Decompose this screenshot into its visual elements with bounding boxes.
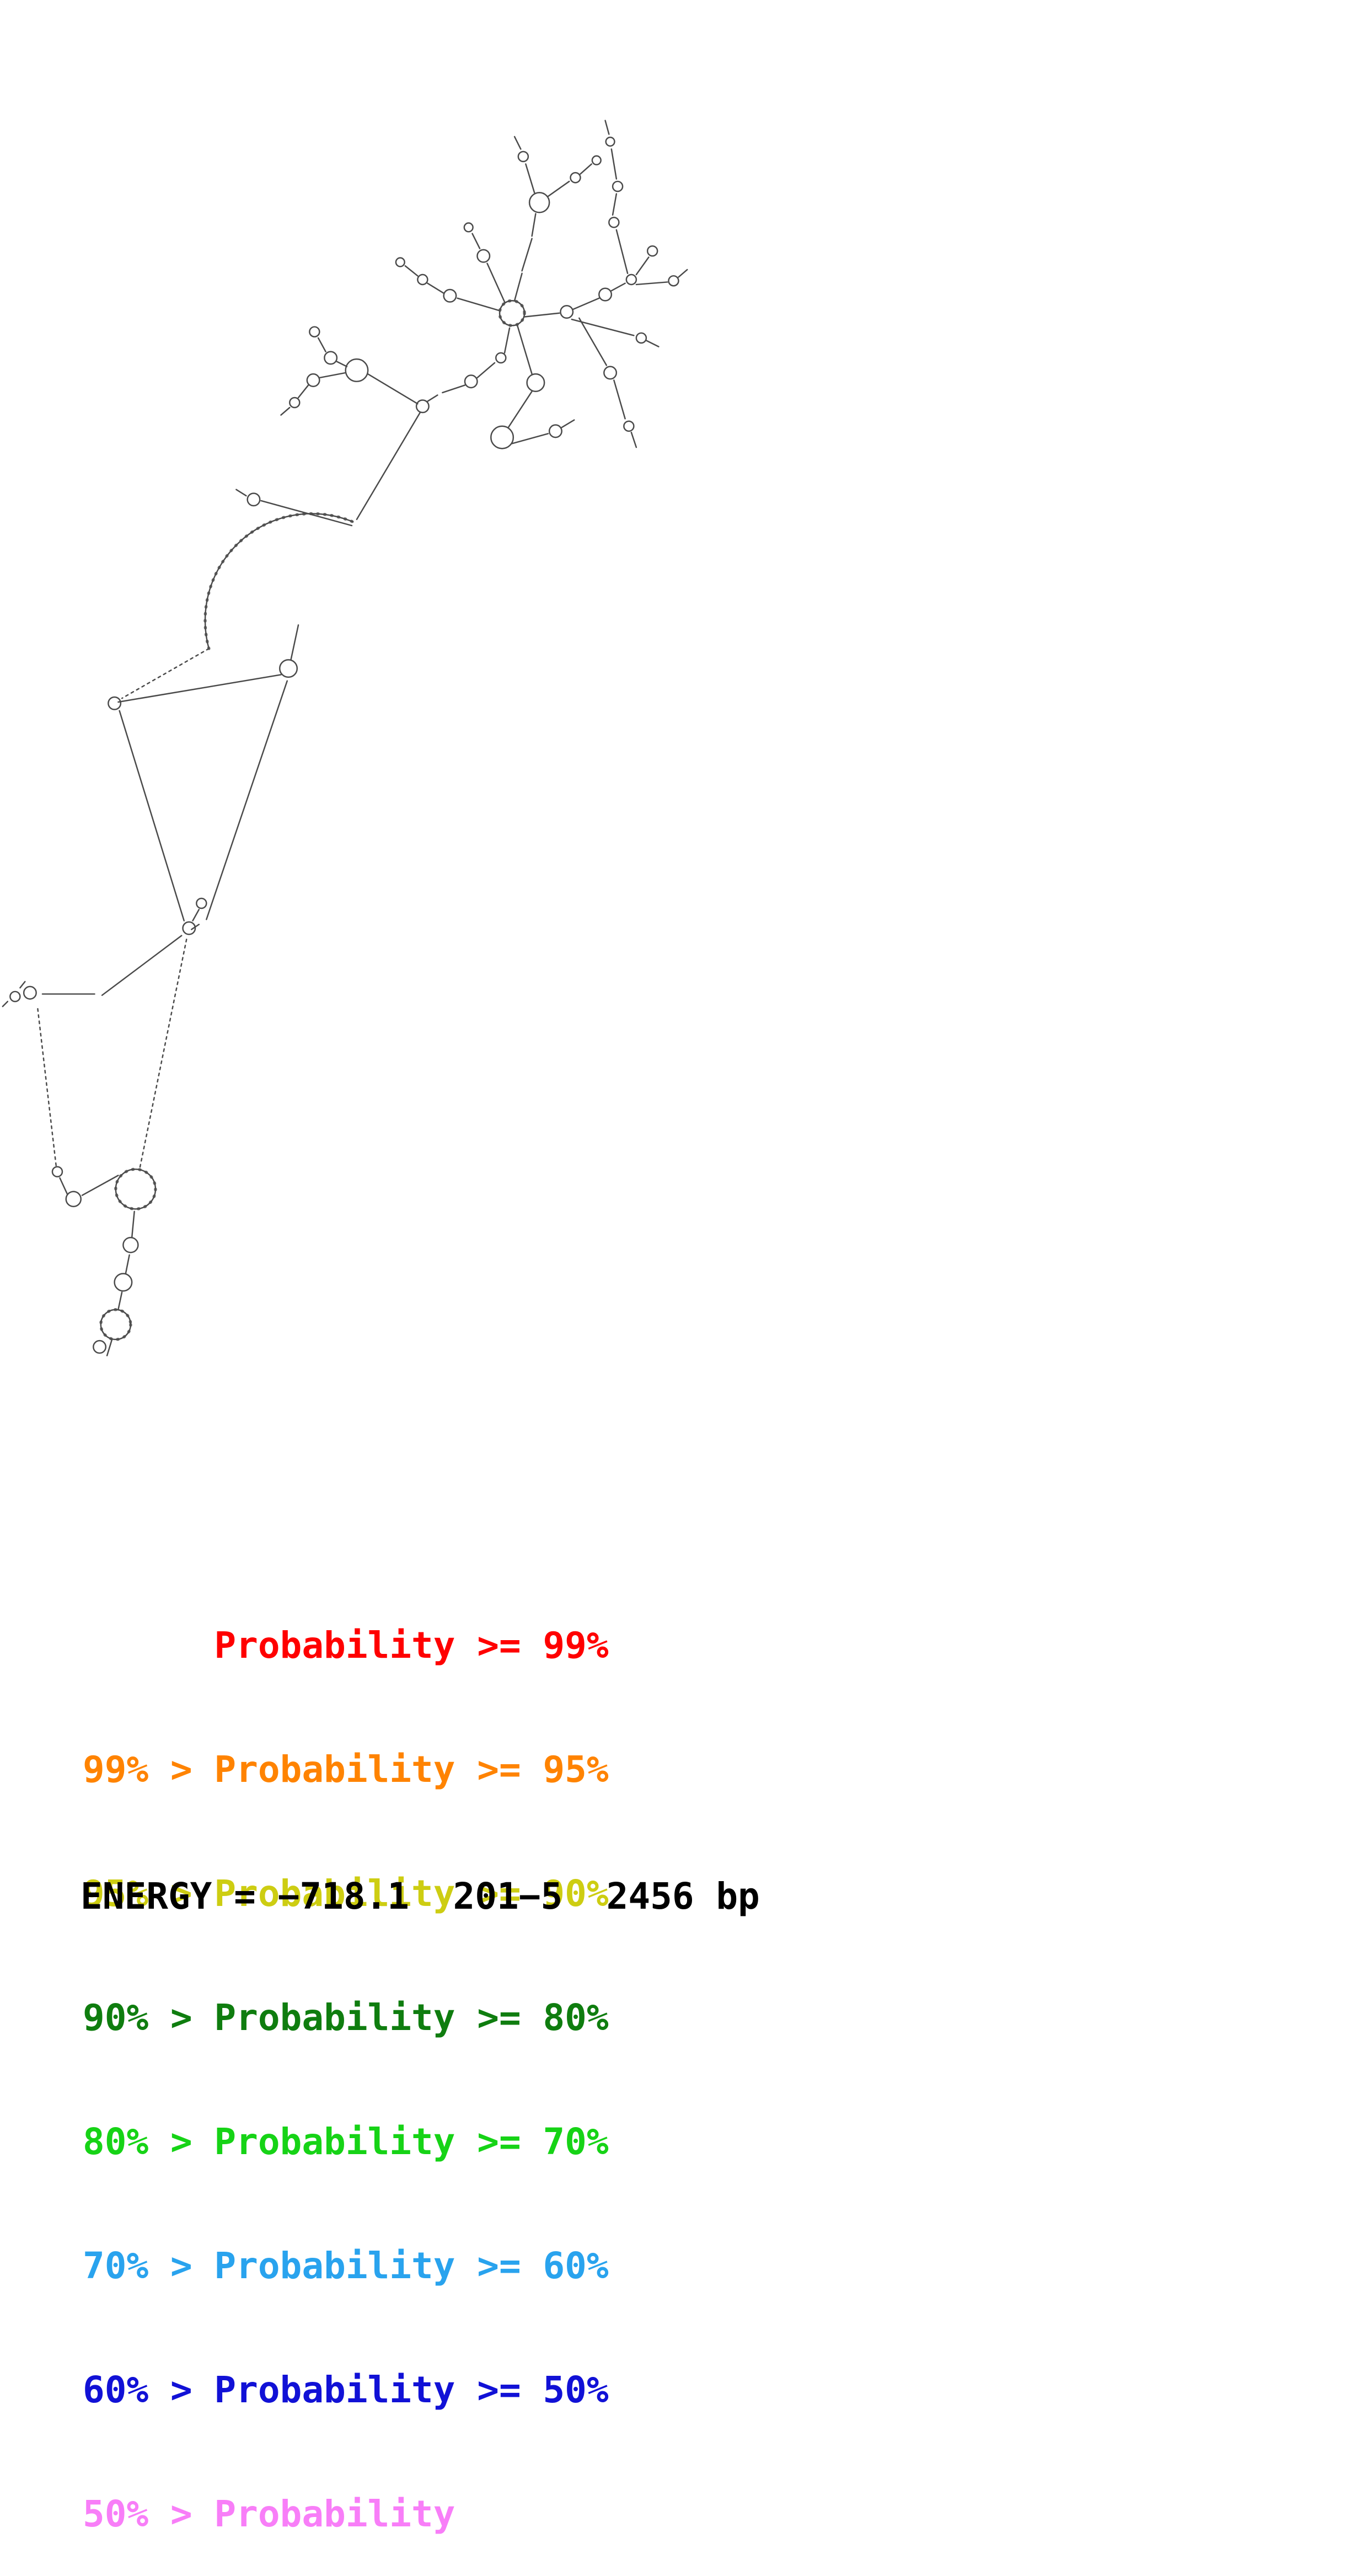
legend-entry-p80: 90% > Probability >= 80%	[83, 1996, 609, 2039]
legend-entry-p90: 95% > Probability >= 90%	[83, 1872, 609, 1915]
energy-readout: ENERGY = −718.1 201−5 2456 bp	[81, 1875, 760, 1918]
legend-entry-p95: 99% > Probability >= 95%	[83, 1748, 609, 1791]
legend-entry-below50: 50% > Probability	[83, 2493, 455, 2535]
legend-entry-p70: 80% > Probability >= 70%	[83, 2120, 609, 2163]
rna-structure-drawing	[2, 120, 688, 1357]
structure-strokes	[2, 120, 688, 1357]
legend-entry-p50: 60% > Probability >= 50%	[83, 2369, 609, 2411]
legend-entry-p60: 70% > Probability >= 60%	[83, 2245, 609, 2287]
probability-legend: Probability >= 99% 99% > Probability >= …	[83, 1542, 609, 2576]
legend-entry-p99: Probability >= 99%	[83, 1624, 609, 1667]
rna-plot-page: { "structure": { "stroke": "#4a4a4a" }, …	[2, 120, 760, 2535]
